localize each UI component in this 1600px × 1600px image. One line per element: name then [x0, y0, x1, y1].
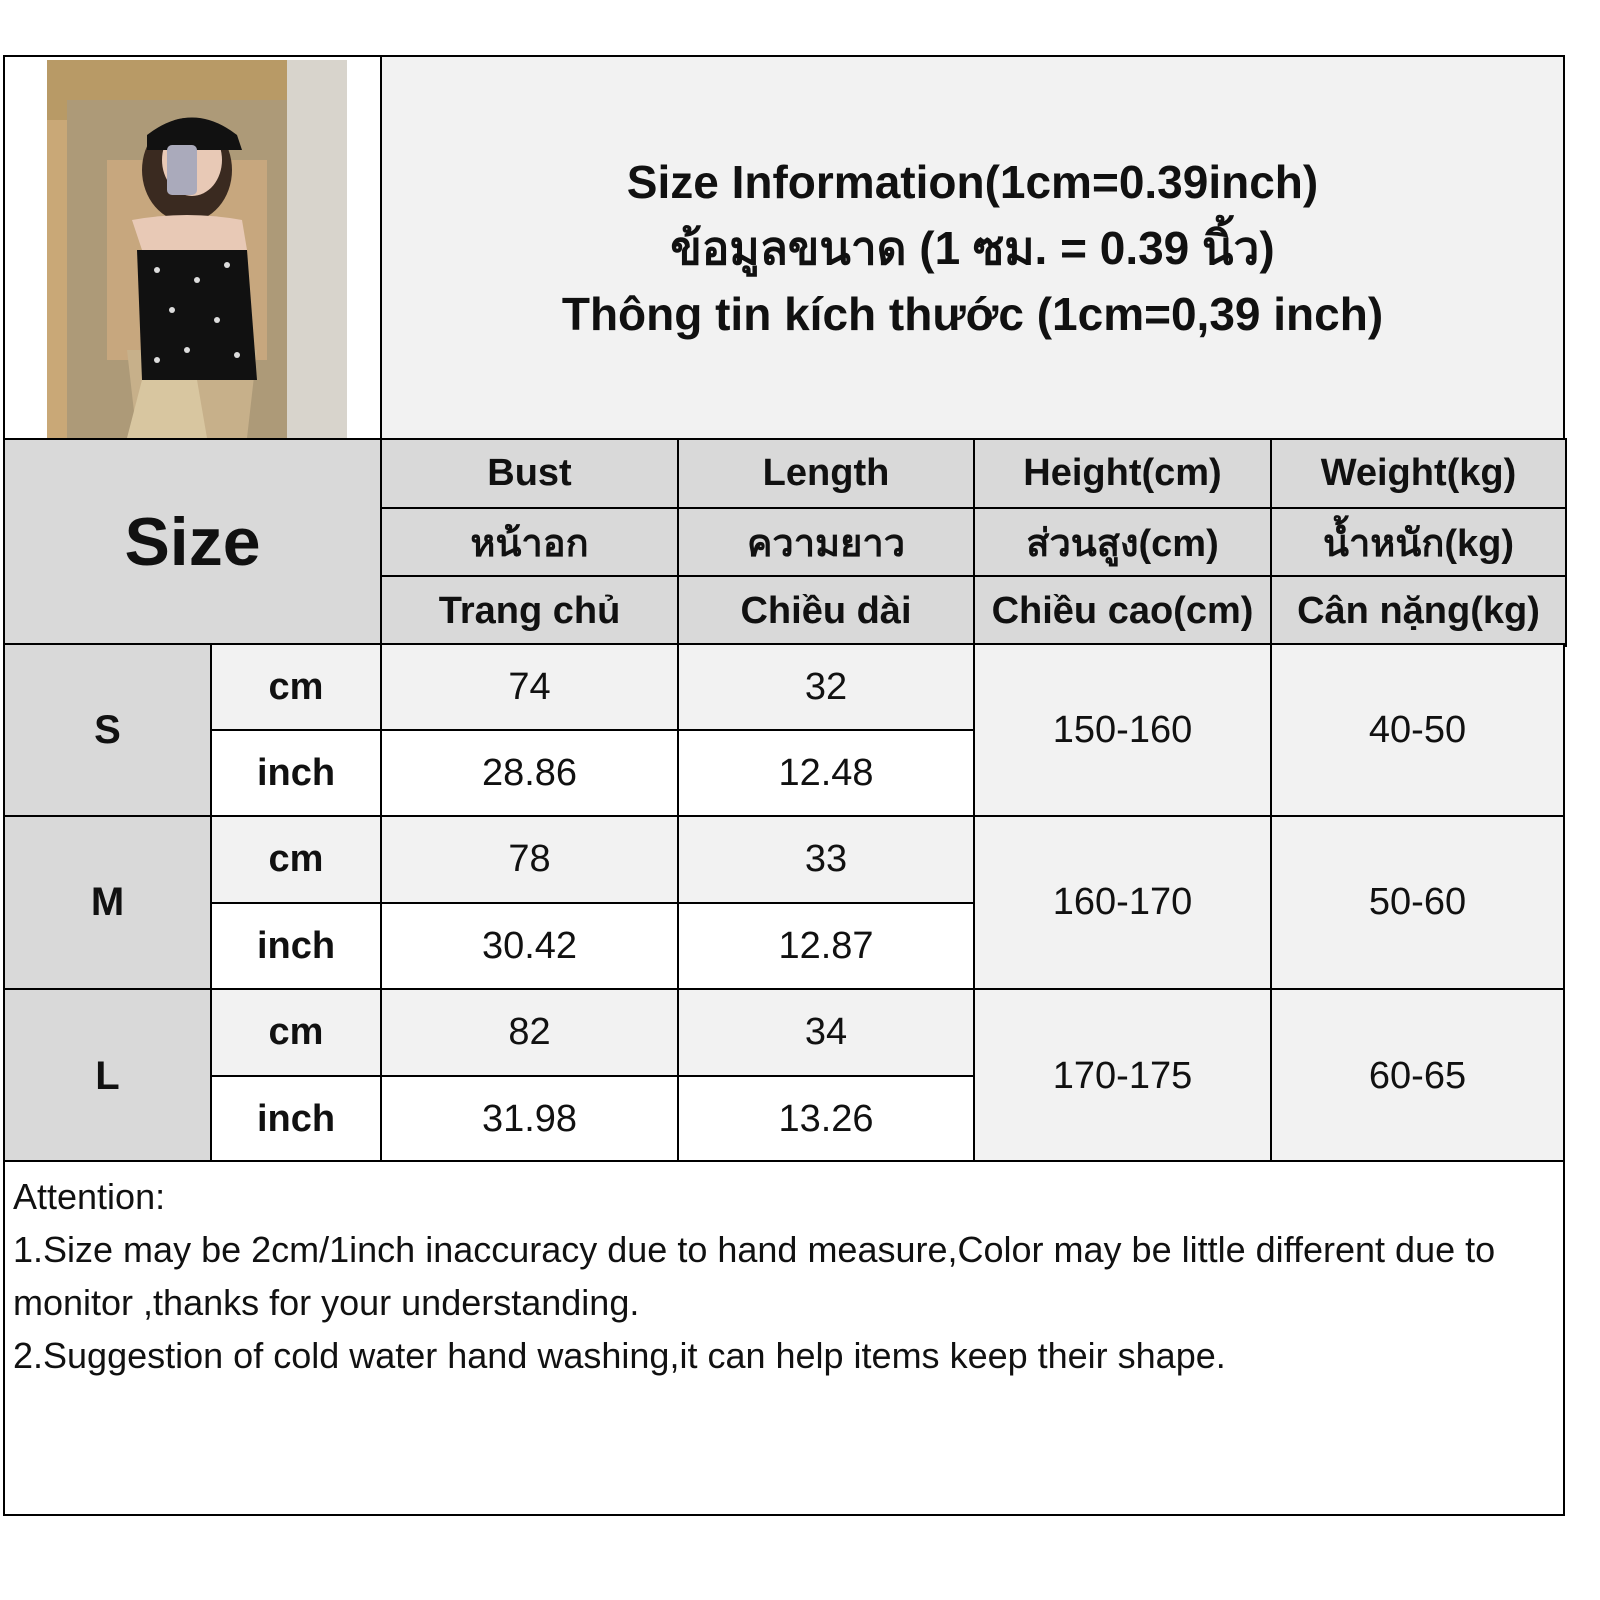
size-information-title: Size Information(1cm=0.39inch) ข้อมูลขนา… — [380, 55, 1565, 440]
weight-range: 60-65 — [1270, 988, 1565, 1164]
product-photo-cell — [3, 55, 382, 440]
header-weight-th: น้ำหนัก(kg) — [1270, 507, 1567, 577]
bust-cm: 74 — [380, 643, 679, 731]
attention-note-2: 2.Suggestion of cold water hand washing,… — [13, 1335, 1226, 1376]
attention-notes: Attention: 1.Size may be 2cm/1inch inacc… — [3, 1160, 1565, 1516]
size-1-label: M — [3, 815, 212, 990]
height-range: 170-175 — [973, 988, 1272, 1164]
size-2-label: L — [3, 988, 212, 1164]
header-height-th: ส่วนสูง(cm) — [973, 507, 1272, 577]
length-cm: 32 — [677, 643, 975, 731]
weight-range: 50-60 — [1270, 815, 1565, 990]
header-bust-th: หน้าอก — [380, 507, 679, 577]
product-photo — [47, 60, 347, 438]
header-bust-en: Bust — [380, 438, 679, 509]
size-0-label: S — [3, 643, 212, 817]
height-range: 150-160 — [973, 643, 1272, 817]
attention-note-1: 1.Size may be 2cm/1inch inaccuracy due t… — [13, 1229, 1496, 1323]
unit-cm: cm — [210, 643, 382, 731]
unit-inch: inch — [210, 729, 382, 817]
header-length-vi: Chiều dài — [677, 575, 975, 647]
length-cm: 34 — [677, 988, 975, 1077]
height-range: 160-170 — [973, 815, 1272, 990]
unit-inch: inch — [210, 1075, 382, 1164]
length-inch: 13.26 — [677, 1075, 975, 1164]
attention-heading: Attention: — [13, 1176, 166, 1217]
length-inch: 12.87 — [677, 902, 975, 990]
title-thai: ข้อมูลขนาด (1 ซม. = 0.39 นิ้ว) — [670, 221, 1275, 274]
header-height-vi: Chiều cao(cm) — [973, 575, 1272, 647]
unit-inch: inch — [210, 902, 382, 990]
header-length-en: Length — [677, 438, 975, 509]
size-header: Size — [3, 438, 382, 645]
header-length-th: ความยาว — [677, 507, 975, 577]
weight-range: 40-50 — [1270, 643, 1565, 817]
bust-cm: 82 — [380, 988, 679, 1077]
length-inch: 12.48 — [677, 729, 975, 817]
bust-inch: 30.42 — [380, 902, 679, 990]
bust-cm: 78 — [380, 815, 679, 904]
header-bust-vi: Trang chủ — [380, 575, 679, 647]
header-height-en: Height(cm) — [973, 438, 1272, 509]
bust-inch: 31.98 — [380, 1075, 679, 1164]
bust-inch: 28.86 — [380, 729, 679, 817]
title-vietnamese: Thông tin kích thước (1cm=0,39 inch) — [561, 287, 1384, 340]
length-cm: 33 — [677, 815, 975, 904]
unit-cm: cm — [210, 815, 382, 904]
unit-cm: cm — [210, 988, 382, 1077]
title-english: Size Information(1cm=0.39inch) — [626, 155, 1319, 208]
header-weight-en: Weight(kg) — [1270, 438, 1567, 509]
header-weight-vi: Cân nặng(kg) — [1270, 575, 1567, 647]
